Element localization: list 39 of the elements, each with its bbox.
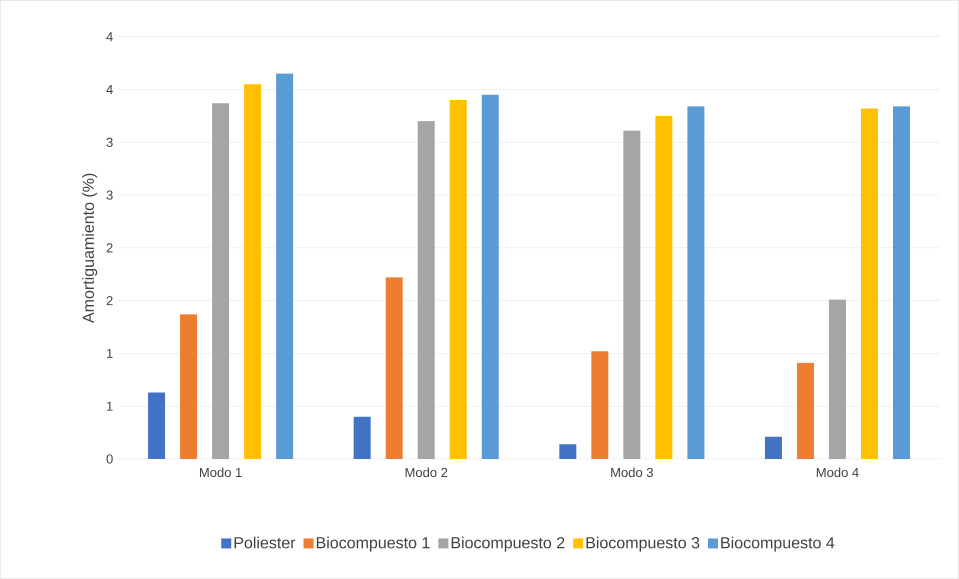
y-tick-label: 3: [106, 190, 113, 200]
y-axis-title: Amortiguamiento (%): [82, 174, 98, 324]
bar: [212, 103, 230, 460]
bar: [180, 314, 198, 460]
bar: [655, 116, 672, 460]
bar: [623, 130, 640, 460]
bar: [244, 84, 262, 460]
legend-label: Biocompuesto 3: [586, 536, 700, 552]
x-tick-label: Modo 3: [611, 468, 653, 478]
y-tick-label: 1: [107, 349, 113, 358]
bar: [591, 351, 608, 460]
bar: [828, 300, 846, 460]
bar: [276, 74, 294, 460]
bar: [354, 416, 371, 460]
bar: [796, 363, 814, 460]
y-tick-label: 4: [106, 85, 113, 94]
legend-label: Biocompuesto 1: [316, 536, 430, 552]
y-tick-label: 3: [106, 138, 113, 148]
y-tick-label: 2: [106, 243, 113, 253]
bar: [482, 94, 499, 460]
x-tick-label: Modo 2: [406, 468, 448, 478]
bar: [148, 392, 166, 460]
bar: [418, 121, 435, 460]
y-tick-label: 4: [106, 32, 113, 42]
bar: [386, 278, 403, 460]
legend-label: Biocompuesto 4: [721, 536, 834, 552]
y-tick-label: 0: [106, 454, 113, 464]
y-tick-label: 1: [107, 402, 113, 411]
bar: [687, 106, 704, 460]
legend-label: Biocompuesto 2: [452, 536, 564, 552]
bar: [860, 108, 878, 460]
x-tick-label: Modo 1: [200, 468, 242, 478]
bar: [893, 106, 910, 460]
legend-label: Poliester: [234, 536, 296, 549]
x-tick-label: Modo 4: [816, 468, 859, 478]
bar: [450, 100, 467, 460]
bar: [559, 444, 576, 460]
y-tick-label: 2: [106, 296, 113, 306]
bar: [764, 436, 782, 460]
